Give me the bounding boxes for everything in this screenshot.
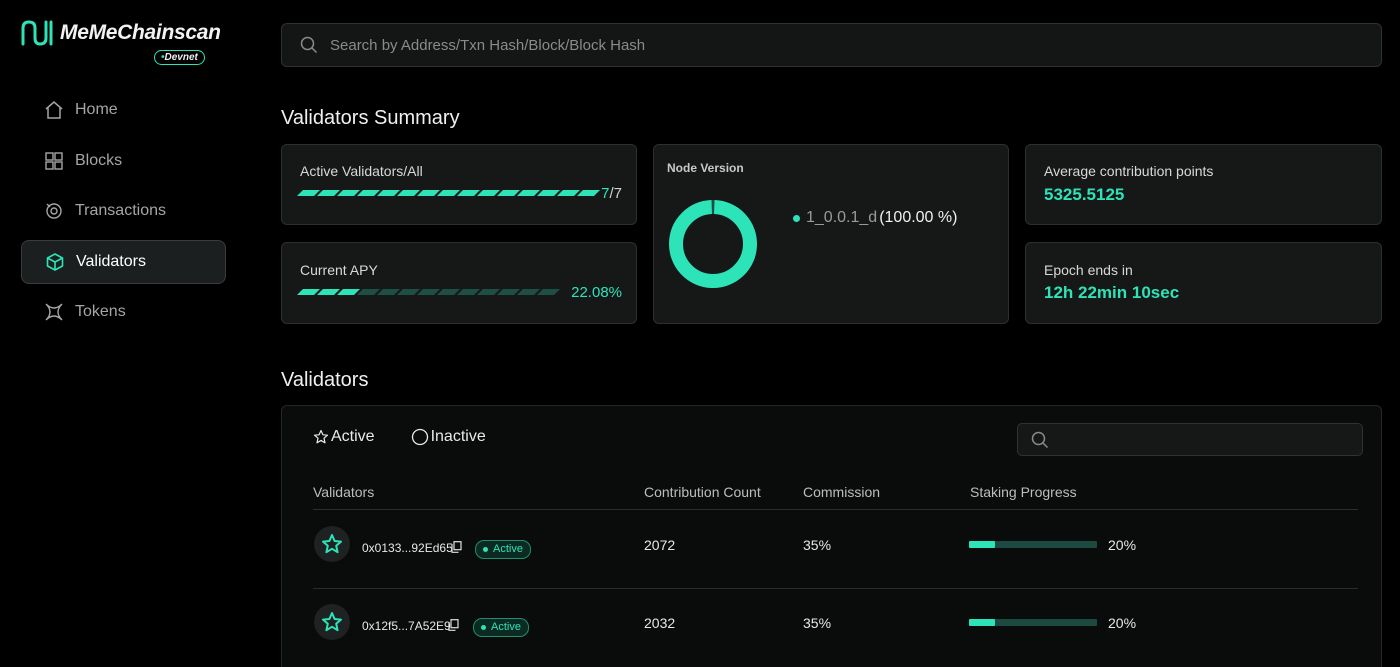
transactions-icon [43, 200, 65, 222]
sidebar-item-label: Transactions [75, 202, 166, 219]
summary-title: Validators Summary [281, 107, 460, 129]
active-validators-bar [297, 190, 600, 198]
epoch-value: 12h 22min 10sec [1044, 283, 1180, 302]
validators-title: Validators [281, 369, 369, 391]
tab-label: Active [331, 428, 375, 445]
node-version-legend: 1_0.0.1_d (100.00 %) [806, 209, 957, 227]
apy-card: Current APY 22.08% [281, 242, 637, 324]
memechain-logo-icon [21, 20, 53, 46]
tab-inactive[interactable]: Inactive [411, 428, 486, 446]
staking-progress-fill [969, 541, 995, 548]
staking-progress-fill [969, 619, 995, 626]
progress-segment [537, 289, 560, 295]
commission: 35% [803, 615, 832, 631]
contribution-count: 2072 [644, 537, 676, 553]
brand-logo[interactable]: MeMeChainscan •Devnet [20, 20, 221, 66]
sidebar-item-blocks[interactable]: Blocks [21, 139, 226, 183]
staking-progress-bar [969, 541, 1097, 548]
staking-progress-bar [969, 619, 1097, 626]
node-version-label: Node Version [667, 161, 744, 175]
validator-tabs: Active Inactive [313, 428, 486, 446]
sidebar-item-label: Blocks [75, 151, 123, 169]
epoch-card: Epoch ends in 12h 22min 10sec [1025, 242, 1382, 324]
staking-progress-value: 20% [1108, 615, 1137, 631]
apy-bar [297, 289, 560, 297]
sidebar-item-validators[interactable]: Validators [21, 239, 226, 284]
staking-progress-value: 20% [1108, 537, 1137, 553]
column-header-commission: Commission [803, 484, 881, 500]
sidebar-item-tokens[interactable]: Tokens [21, 290, 226, 334]
contribution-count: 2032 [644, 615, 676, 631]
avg-points-value: 5325.5125 [1044, 185, 1125, 204]
copy-icon[interactable] [451, 541, 462, 553]
node-version-name: 1_0.0.1_d [806, 209, 878, 226]
node-version-card: Node Version 1_0.0.1_d (100.00 %) [653, 144, 1009, 324]
row-divider [313, 588, 1358, 589]
avatar [314, 526, 350, 562]
copy-icon[interactable] [448, 619, 459, 631]
sidebar-item-label: Validators [76, 252, 146, 270]
star-icon [322, 612, 342, 632]
sidebar-item-label: Home [75, 101, 118, 118]
sidebar-item-transactions[interactable]: Transactions [21, 189, 226, 233]
cube-icon [44, 251, 66, 273]
search-icon [1031, 431, 1049, 448]
home-icon [43, 99, 65, 121]
sidebar-item-label: Tokens [75, 303, 126, 320]
active-count: 7 [601, 185, 610, 202]
all-count: 7 [613, 185, 622, 202]
header-divider [313, 509, 1358, 510]
sidebar-nav: Home Blocks Transactions Validators Toke… [21, 88, 226, 341]
apy-label: Current APY [300, 262, 378, 278]
network-badge: •Devnet [154, 50, 205, 65]
network-label: Devnet [164, 52, 198, 63]
avatar [314, 604, 350, 640]
column-header-contribution: Contribution Count [644, 484, 761, 500]
brand-name: MeMeChainscan [60, 21, 221, 44]
tab-label: Inactive [430, 428, 486, 445]
node-version-donut [669, 200, 757, 288]
global-search[interactable] [281, 23, 1382, 67]
validator-address[interactable]: 0x0133...92Ed65 [362, 541, 453, 555]
donut-slice [669, 200, 757, 288]
avg-points-label: Average contribution points [1044, 163, 1214, 179]
star-icon [313, 429, 329, 444]
status-badge: Active [475, 540, 531, 559]
blocks-icon [43, 150, 65, 172]
column-header-staking: Staking Progress [970, 484, 1077, 500]
column-header-validators: Validators [313, 484, 375, 500]
validator-search[interactable] [1017, 423, 1363, 456]
tab-active[interactable]: Active [313, 428, 375, 446]
active-validators-label: Active Validators/All [300, 163, 423, 179]
search-icon [300, 36, 318, 54]
circle-icon [411, 428, 428, 446]
epoch-label: Epoch ends in [1044, 262, 1133, 278]
active-validators-count: 7/7 [601, 185, 622, 202]
active-validators-card: Active Validators/All 7/7 [281, 144, 637, 225]
apy-value: 22.08% [571, 284, 622, 301]
sidebar-item-home[interactable]: Home [21, 88, 226, 132]
avg-points-card: Average contribution points 5325.5125 [1025, 144, 1382, 225]
validator-address[interactable]: 0x12f5...7A52E9 [362, 619, 451, 633]
node-version-share: (100.00 %) [879, 209, 958, 226]
commission: 35% [803, 537, 832, 553]
tokens-icon [43, 301, 65, 323]
search-input[interactable] [330, 36, 1230, 54]
progress-segment [577, 190, 600, 196]
star-icon [322, 534, 342, 554]
status-badge: Active [473, 618, 529, 637]
legend-dot [793, 215, 800, 222]
